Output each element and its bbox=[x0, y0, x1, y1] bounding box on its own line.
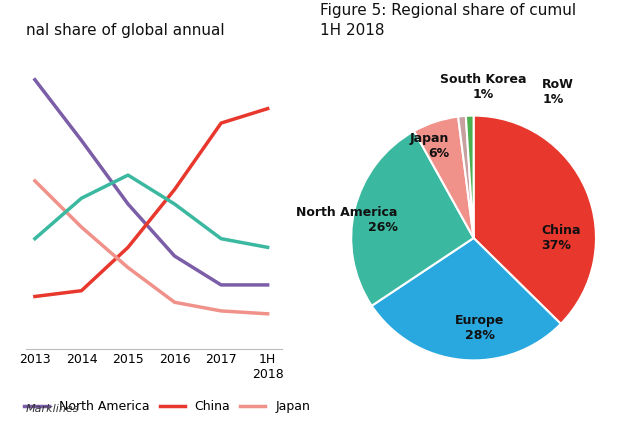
Text: China
37%: China 37% bbox=[541, 224, 580, 252]
Text: RoW
1%: RoW 1% bbox=[542, 78, 574, 106]
Wedge shape bbox=[351, 131, 474, 306]
Text: Japan
6%: Japan 6% bbox=[410, 132, 449, 160]
Wedge shape bbox=[474, 116, 596, 324]
Text: North America
26%: North America 26% bbox=[296, 206, 397, 234]
Text: Europe
28%: Europe 28% bbox=[455, 314, 504, 342]
Text: Marklines: Marklines bbox=[26, 404, 79, 414]
Wedge shape bbox=[458, 116, 474, 238]
Wedge shape bbox=[372, 238, 561, 360]
Text: nal share of global annual: nal share of global annual bbox=[26, 23, 224, 38]
Text: Figure 5: Regional share of cumul
1H 2018: Figure 5: Regional share of cumul 1H 201… bbox=[320, 3, 576, 38]
Wedge shape bbox=[414, 116, 474, 238]
Legend: North America, China, Japan: North America, China, Japan bbox=[19, 395, 316, 418]
Wedge shape bbox=[466, 116, 474, 238]
Text: South Korea
1%: South Korea 1% bbox=[440, 73, 527, 101]
